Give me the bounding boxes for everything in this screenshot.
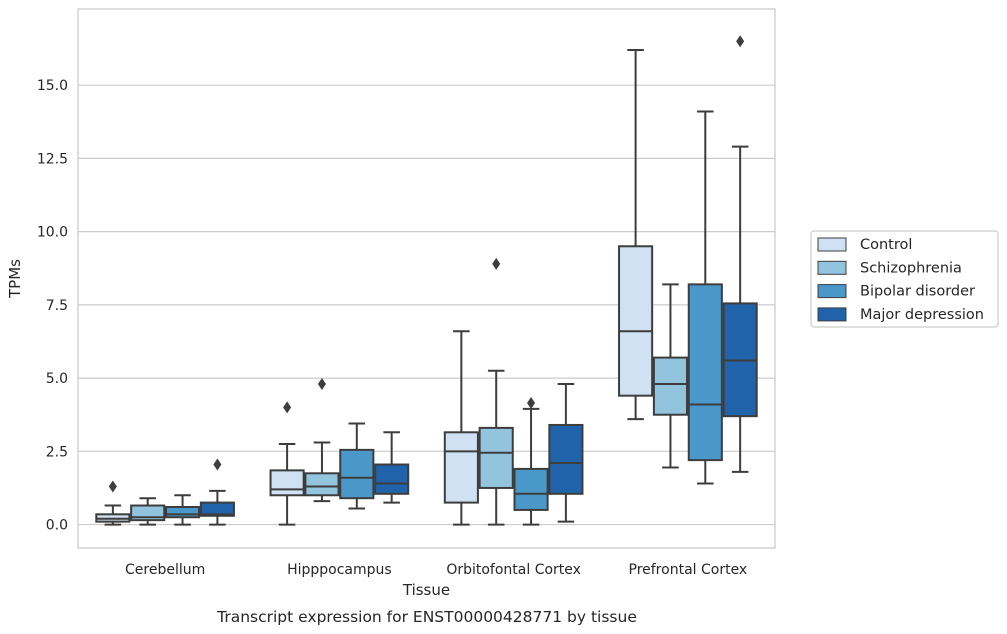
legend-label: Major depression bbox=[860, 307, 984, 323]
y-tick-label: 7.5 bbox=[46, 298, 68, 314]
y-tick-label: 0.0 bbox=[46, 518, 68, 534]
box-control-orbitofontal-cortex bbox=[443, 330, 479, 526]
box-body bbox=[374, 463, 410, 495]
box-schizophrenia-prefrontal-cortex bbox=[652, 283, 689, 469]
legend-swatch bbox=[817, 237, 847, 252]
x-tick-label: Orbitofontal Cortex bbox=[446, 562, 581, 578]
y-axis-label: TPMs bbox=[6, 259, 24, 299]
x-axis-label: Tissue bbox=[402, 581, 450, 599]
box-control-prefrontal-cortex bbox=[618, 49, 654, 421]
box-body bbox=[618, 245, 654, 397]
box-schizophrenia-cerebellum bbox=[130, 497, 166, 526]
box-schizophrenia-hipppocampus bbox=[304, 377, 340, 503]
y-tick-label: 12.5 bbox=[37, 151, 68, 167]
y-tick-label: 2.5 bbox=[46, 444, 68, 460]
plot-frame bbox=[77, 8, 776, 549]
legend-swatch bbox=[817, 284, 847, 299]
legend: Control Schizophrenia Bipolar disorder Majo… bbox=[810, 230, 999, 328]
box-bipolar-disorder-orbitofontal-cortex bbox=[513, 396, 549, 526]
box-major-depression-cerebellum bbox=[199, 458, 235, 526]
outlier-point bbox=[527, 396, 536, 409]
box-body bbox=[339, 448, 375, 500]
legend-label: Control bbox=[860, 237, 912, 253]
outlier-point bbox=[736, 35, 745, 48]
box-body bbox=[269, 469, 305, 497]
box-body bbox=[513, 467, 549, 511]
box-series-layer bbox=[95, 35, 758, 526]
outlier-point bbox=[283, 401, 292, 414]
y-tick-label: 15.0 bbox=[37, 78, 68, 94]
y-tick-label: 10.0 bbox=[37, 225, 68, 241]
x-tick-labels: Cerebellum Hipppocampus Orbitofontal Corte… bbox=[125, 562, 747, 578]
box-body bbox=[548, 423, 584, 495]
legend-swatch bbox=[817, 260, 847, 275]
y-tick-labels: 0.0 2.5 5.0 7.5 10.0 12.5 15.0 bbox=[37, 78, 68, 533]
outlier-point bbox=[492, 257, 501, 270]
box-body bbox=[304, 472, 340, 497]
box-bipolar-disorder-hipppocampus bbox=[339, 422, 375, 510]
legend-label: Schizophrenia bbox=[860, 260, 962, 276]
box-control-hipppocampus bbox=[269, 401, 305, 526]
box-bipolar-disorder-prefrontal-cortex bbox=[687, 110, 723, 485]
x-tick-label: Cerebellum bbox=[125, 562, 205, 578]
outlier-point bbox=[108, 480, 117, 493]
x-tick-label: Prefrontal Cortex bbox=[629, 562, 748, 578]
x-tick-label: Hipppocampus bbox=[287, 562, 392, 578]
box-major-depression-hipppocampus bbox=[374, 431, 410, 504]
legend-frame bbox=[810, 230, 999, 328]
box-body bbox=[164, 505, 201, 519]
legend-label: Bipolar disorder bbox=[860, 284, 975, 300]
box-bipolar-disorder-cerebellum bbox=[164, 494, 201, 526]
box-body bbox=[478, 426, 514, 489]
y-tick-label: 5.0 bbox=[46, 371, 68, 387]
outlier-point bbox=[317, 377, 326, 390]
chart-caption: Transcript expression for ENST0000042877… bbox=[216, 608, 637, 626]
legend-swatch bbox=[817, 307, 847, 322]
box-body bbox=[687, 283, 723, 462]
box-schizophrenia-orbitofontal-cortex bbox=[478, 257, 514, 526]
box-body bbox=[199, 501, 235, 517]
outlier-point bbox=[213, 458, 222, 471]
box-control-cerebellum bbox=[95, 480, 131, 526]
grid-lines bbox=[78, 84, 775, 526]
box-body bbox=[652, 356, 689, 416]
box-body bbox=[443, 431, 479, 504]
box-major-depression-prefrontal-cortex bbox=[722, 35, 758, 473]
box-major-depression-orbitofontal-cortex bbox=[548, 382, 584, 523]
